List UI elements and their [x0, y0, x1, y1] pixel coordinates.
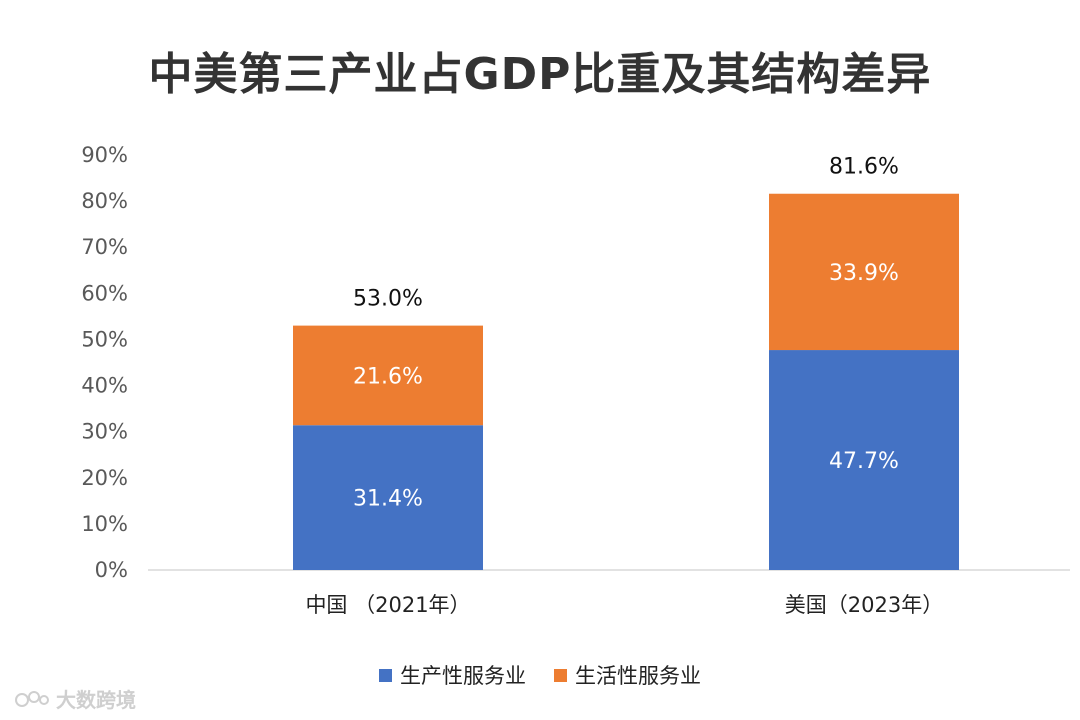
- legend-label-producer-services: 生产性服务业: [400, 664, 526, 688]
- legend-item-producer-services: 生产性服务业: [379, 660, 526, 690]
- data-label: 47.7%: [829, 449, 899, 474]
- watermark: 大数跨境: [14, 684, 136, 713]
- y-tick-label: 90%: [81, 143, 128, 167]
- data-label: 31.4%: [353, 487, 423, 512]
- y-tick-label: 0%: [95, 558, 128, 582]
- watermark-text: 大数跨境: [56, 688, 136, 712]
- y-tick-label: 70%: [81, 235, 128, 259]
- legend-label-consumer-services: 生活性服务业: [575, 664, 701, 688]
- bar-segment: [293, 325, 483, 426]
- total-label: 53.0%: [353, 287, 423, 312]
- kaola-logo-icon: [15, 690, 49, 707]
- bar-segment: [769, 350, 959, 570]
- y-axis: 0% 10% 20% 30% 40% 50% 60% 70% 80% 90%: [81, 143, 128, 582]
- y-tick-label: 20%: [81, 466, 128, 490]
- chart-title: 中美第三产业占GDP比重及其结构差异: [148, 49, 932, 100]
- y-tick-label: 60%: [81, 281, 128, 305]
- total-label: 81.6%: [829, 155, 899, 180]
- y-tick-label: 30%: [81, 420, 128, 444]
- legend-item-consumer-services: 生活性服务业: [554, 660, 701, 690]
- data-label: 21.6%: [353, 364, 423, 389]
- x-axis: 中国 （2021年） 美国（2023年）: [305, 593, 943, 617]
- y-tick-label: 40%: [81, 374, 128, 398]
- y-tick-label: 80%: [81, 189, 128, 213]
- x-tick-label: 中国 （2021年）: [305, 593, 470, 617]
- bar-segment: [769, 193, 959, 351]
- data-label: 33.9%: [829, 261, 899, 286]
- x-tick-label: 美国（2023年）: [785, 593, 943, 617]
- legend: 生产性服务业 生活性服务业: [0, 660, 1080, 690]
- y-tick-label: 10%: [81, 512, 128, 536]
- y-tick-label: 50%: [81, 327, 128, 351]
- bar-segment: [293, 425, 483, 570]
- bar-group: 31.4% 21.6% 53.0% 47.7% 33.9% 81.6%: [293, 155, 959, 570]
- legend-swatch-producer-services: [379, 668, 392, 682]
- legend-swatch-consumer-services: [554, 668, 567, 682]
